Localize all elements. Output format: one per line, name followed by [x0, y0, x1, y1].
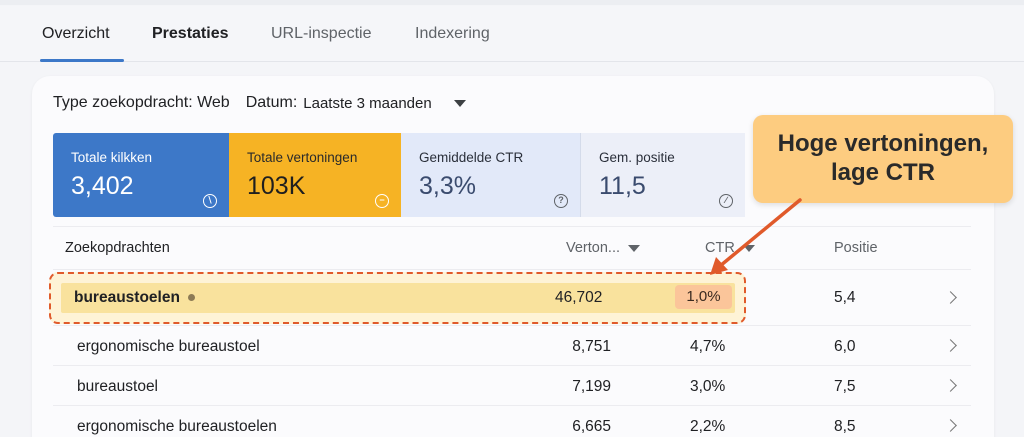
ctr-cell: 4,7% — [690, 338, 726, 355]
metric-value: 3,402 — [71, 172, 134, 200]
table-row[interactable]: ergonomische bureaustoelen 6,665 2,2% 8,… — [53, 406, 971, 437]
query-text: bureaustoelen — [74, 289, 180, 306]
sort-down-icon — [628, 244, 641, 252]
table-header: Zoekopdrachten Verton... CTR Positie — [53, 226, 971, 270]
clock-icon: − — [375, 194, 389, 208]
chevron-right-icon[interactable] — [944, 379, 957, 392]
impressions-cell: 8,751 — [572, 338, 611, 355]
position-cell: 8,5 — [834, 418, 856, 435]
position-cell: 5,4 — [834, 289, 856, 306]
position-cell: 7,5 — [834, 378, 856, 395]
date-filter-label[interactable]: Datum: — [245, 94, 298, 111]
metric-card-position[interactable]: Gem. positie 11,5 ∕ — [581, 133, 745, 217]
metric-card-ctr[interactable]: Gemiddelde CTR 3,3% ? — [401, 133, 581, 217]
highlight-annotation: bureaustoelen 46,702 1,0% — [49, 272, 746, 324]
query-cell: bureaustoel — [77, 378, 159, 395]
callout-line-2: lage CTR — [830, 159, 935, 186]
metric-label: Gem. positie — [599, 150, 675, 165]
tab-url-inspectie[interactable]: URL-inspectie — [271, 25, 372, 42]
top-bar — [0, 0, 1024, 5]
column-header-impressions[interactable]: Verton... — [566, 240, 641, 256]
sort-down-icon — [742, 244, 755, 252]
tab-bar: Overzicht Prestaties URL-inspectie Index… — [0, 6, 1024, 62]
help-icon: ? — [554, 194, 568, 208]
chevron-right-icon[interactable] — [944, 419, 957, 432]
query-type-filter[interactable]: Type zoekopdracht: Web — [53, 94, 230, 111]
metric-label: Totale kilkken — [71, 150, 153, 165]
impressions-cell: 6,665 — [572, 418, 611, 435]
query-cell: ergonomische bureaustoelen — [77, 418, 277, 435]
metric-card-clicks[interactable]: Totale kilkken 3,402 ∖ — [53, 133, 229, 217]
table-row[interactable]: ergonomische bureaustoel 8,751 4,7% 6,0 — [53, 326, 971, 366]
callout-line-1: Hoge vertoningen, — [777, 130, 989, 157]
date-filter-value[interactable]: Laatste 3 maanden — [303, 94, 432, 112]
column-header-ctr[interactable]: CTR — [705, 240, 755, 256]
impressions-cell: 46,702 — [555, 289, 603, 306]
active-tab-indicator — [40, 59, 124, 62]
queries-table: Zoekopdrachten Verton... CTR Positie bur… — [49, 226, 971, 437]
filter-bar: Type zoekopdracht: Web Datum: Laatste 3 … — [53, 94, 466, 112]
metric-value: 3,3% — [419, 172, 476, 200]
ctr-badge: 1,0% — [675, 285, 732, 309]
chevron-right-icon[interactable] — [944, 339, 957, 352]
metric-cards: Totale kilkken 3,402 ∖ Totale vertoninge… — [53, 133, 745, 217]
clock-icon: ∖ — [203, 194, 217, 208]
tab-overzicht[interactable]: Overzicht — [42, 25, 110, 42]
tab-indexering[interactable]: Indexering — [415, 25, 490, 42]
annotation-callout: Hoge vertoningen, lage CTR — [753, 115, 1013, 203]
metric-label: Totale vertoningen — [247, 150, 358, 165]
table-row[interactable]: bureaustoel 7,199 3,0% 7,5 — [53, 366, 971, 406]
query-cell: ergonomische bureaustoel — [77, 338, 260, 355]
chevron-down-icon[interactable] — [453, 99, 466, 107]
column-header-impressions-label: Verton... — [566, 240, 621, 256]
chevron-right-icon[interactable] — [944, 291, 957, 304]
column-header-query: Zoekopdrachten — [65, 240, 170, 256]
ctr-cell: 3,0% — [690, 378, 726, 395]
highlight-bar — [61, 283, 735, 313]
column-header-ctr-label: CTR — [705, 240, 735, 256]
column-header-position[interactable]: Positie — [834, 240, 878, 256]
metric-label: Gemiddelde CTR — [419, 150, 524, 165]
status-dot-icon — [187, 294, 195, 302]
metric-card-impressions[interactable]: Totale vertoningen 103K − — [229, 133, 401, 217]
query-cell: bureaustoelen — [74, 289, 195, 307]
position-cell: 6,0 — [834, 338, 856, 355]
compass-icon: ∕ — [719, 194, 733, 208]
metric-value: 103K — [247, 172, 306, 200]
table-row[interactable]: bureaustoelen 46,702 1,0% 5,4 — [49, 270, 971, 326]
impressions-cell: 7,199 — [572, 378, 611, 395]
ctr-cell: 2,2% — [690, 418, 726, 435]
metric-value: 11,5 — [599, 172, 646, 200]
tab-prestaties[interactable]: Prestaties — [152, 25, 229, 42]
